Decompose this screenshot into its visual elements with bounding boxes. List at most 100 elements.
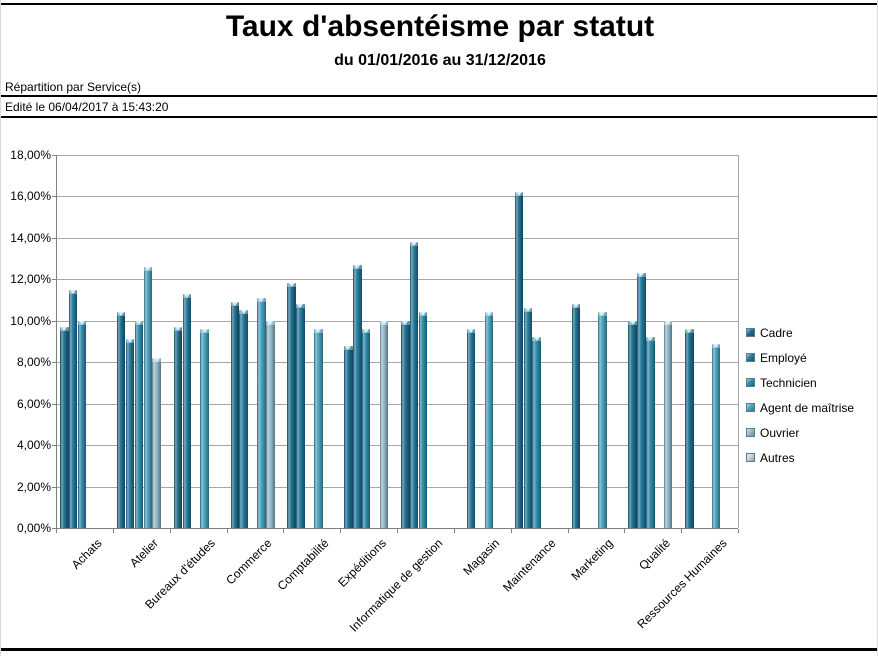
legend-label: Agent de maîtrise: [760, 400, 855, 415]
legend-item-Technicien: Technicien: [746, 370, 876, 395]
bar-Expéditions-Cadre: [344, 345, 353, 528]
legend-label: Ouvrier: [760, 425, 800, 440]
x-tick: [738, 529, 739, 533]
bar-Comptabilité-Employé: [296, 304, 305, 528]
x-tick: [112, 529, 114, 533]
x-tick: [283, 529, 285, 533]
y-tick: [52, 237, 56, 239]
x-axis-label-10: Qualité: [635, 536, 673, 573]
bar-Expéditions-Employé: [353, 264, 362, 528]
x-axis-label-1: Atelier: [127, 536, 162, 570]
bottom-rule: [1, 648, 877, 651]
bar-Expéditions-Technicien: [361, 329, 371, 528]
x-axis-label-8: Maintenance: [500, 536, 559, 595]
bar-Atelier-Employé: [125, 339, 135, 528]
y-tick: [52, 155, 56, 156]
gridline-14,00%: [56, 237, 738, 239]
bar-Commerce-Agent de maîtrise: [257, 297, 266, 528]
bar-Atelier-Ouvrier: [152, 358, 161, 528]
y-axis-label: 16,00%: [10, 189, 51, 204]
bar-Qualité-Technicien: [646, 337, 655, 528]
legend-swatch-Autres: [746, 453, 755, 462]
legend-item-Autres: Autres: [746, 445, 876, 470]
bar-Bureaux d'études-Agent de maîtrise: [200, 329, 209, 528]
x-tick: [624, 529, 626, 533]
y-tick: [52, 528, 56, 529]
x-axis-label-9: Marketing: [568, 536, 616, 584]
gridline-12,00%: [56, 279, 738, 281]
x-tick: [169, 529, 171, 533]
bar-Commerce-Cadre: [230, 302, 239, 528]
bar-Bureaux d'études-Employé: [182, 293, 192, 528]
repartition-label: Répartition par Service(s): [5, 80, 142, 94]
page-title: Taux d'absentéisme par statut: [225, 10, 655, 43]
gridline-0,00%: [56, 528, 738, 529]
x-tick: [567, 529, 569, 533]
gridline-16,00%: [56, 196, 738, 198]
x-axis-label-4: Comptabilité: [274, 536, 332, 594]
legend-label: Technicien: [760, 375, 817, 390]
bar-Ressources Humaines-Cadre: [685, 329, 694, 528]
y-axis-label: 12,00%: [10, 272, 51, 287]
bar-Atelier-Agent de maîtrise: [143, 266, 153, 528]
bar-Magasin-Employé: [466, 329, 476, 528]
bar-Informatique de gestion-Technicien: [418, 312, 428, 528]
y-tick: [52, 196, 56, 198]
x-axis-label-3: Commerce: [223, 536, 275, 588]
legend-item-Ouvrier: Ouvrier: [746, 420, 876, 445]
bar-Marketing-Cadre: [571, 304, 580, 528]
y-axis-label: 18,00%: [10, 148, 51, 162]
top-rule: [1, 3, 877, 5]
bar-Maintenance-Employé: [523, 308, 533, 528]
gridline-8,00%: [56, 362, 738, 364]
bar-Comptabilité-Cadre: [287, 283, 296, 528]
legend-swatch-Ouvrier: [746, 428, 755, 437]
y-tick: [52, 320, 56, 322]
x-axis-label-5: Expéditions: [334, 536, 389, 590]
y-axis-line: [56, 155, 57, 528]
x-tick: [510, 529, 512, 533]
gridline-4,00%: [56, 445, 738, 447]
bar-Expéditions-Ouvrier: [379, 320, 389, 528]
chart-legend: Cadre Employé Technicien Agent de maîtrise O…: [746, 320, 876, 470]
bar-Atelier-Technicien: [134, 320, 144, 528]
bar-Qualité-Cadre: [628, 320, 637, 528]
y-axis-label: 14,00%: [10, 230, 51, 245]
x-axis-label-6: Informatique de gestion: [346, 536, 446, 635]
plot-right-border: [738, 155, 739, 528]
bar-Achats-Cadre: [60, 326, 69, 528]
legend-swatch-Employé: [746, 353, 755, 362]
y-tick: [52, 403, 56, 405]
legend-swatch-Cadre: [746, 328, 755, 337]
gridline-6,00%: [56, 403, 738, 405]
edited-label: Edité le 06/04/2017 à 15:43:20: [5, 100, 169, 114]
x-axis-label-0: Achats: [68, 536, 105, 572]
y-axis-label: 2,00%: [16, 479, 51, 494]
x-tick: [340, 529, 342, 533]
gridline-10,00%: [56, 320, 738, 322]
y-axis-label: 8,00%: [16, 355, 51, 370]
bar-Maintenance-Cadre: [514, 192, 524, 528]
header-rule-1: [1, 95, 877, 97]
legend-label: Cadre: [760, 325, 793, 340]
bar-Qualité-Ouvrier: [663, 320, 673, 528]
y-axis-label: 4,00%: [16, 438, 51, 453]
bar-Achats-Employé: [68, 289, 78, 528]
legend-swatch-Agent de maîtrise: [746, 403, 755, 412]
legend-item-Cadre: Cadre: [746, 320, 876, 345]
bar-Atelier-Cadre: [116, 312, 126, 528]
y-tick: [52, 486, 56, 488]
x-tick: [397, 529, 398, 533]
bar-Achats-Technicien: [77, 320, 87, 528]
bar-Bureaux d'études-Cadre: [173, 326, 183, 528]
bar-Comptabilité-Agent de maîtrise: [314, 329, 323, 528]
bar-Commerce-Ouvrier: [266, 320, 275, 528]
y-axis-label: 10,00%: [10, 313, 51, 328]
bar-Informatique de gestion-Cadre: [401, 320, 410, 528]
legend-label: Employé: [760, 350, 807, 365]
x-tick: [453, 529, 455, 533]
y-axis-label: 6,00%: [16, 396, 51, 411]
x-tick: [226, 529, 228, 533]
bar-Informatique de gestion-Employé: [409, 242, 419, 528]
